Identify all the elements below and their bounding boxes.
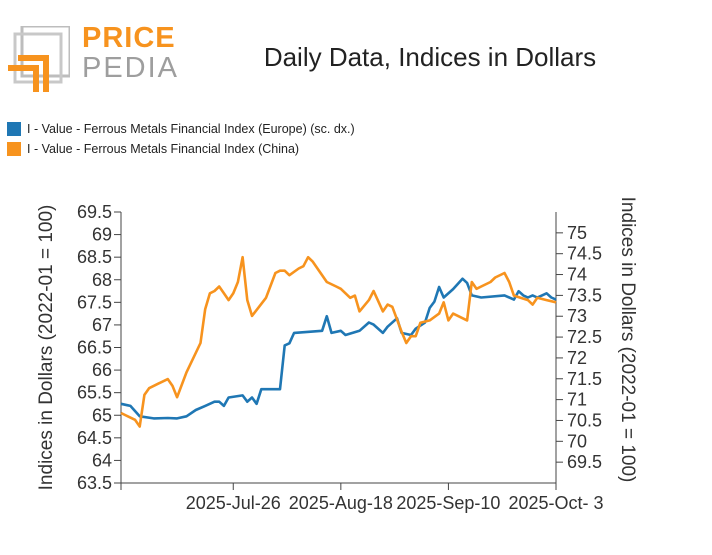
left-y-tick-label: 66 (92, 360, 112, 380)
right-y-axis-title: Indices in Dollars (2022-01 = 100) (617, 197, 638, 483)
logo-text-price: PRICE (82, 22, 176, 54)
left-y-tick-label: 64 (92, 450, 112, 470)
left-y-axis-title: Indices in Dollars (2022-01 = 100) (36, 205, 57, 491)
x-tick-label: 2025-Sep-10 (396, 493, 500, 513)
left-y-tick-label: 65.5 (77, 383, 112, 403)
legend-swatch-europe (7, 122, 21, 136)
right-y-tick-label: 74 (567, 265, 587, 285)
right-y-tick-label: 70 (567, 431, 587, 451)
x-tick-label: 2025-Jul-26 (186, 493, 281, 513)
left-y-tick-label: 67 (92, 315, 112, 335)
legend-item-europe[interactable]: I - Value - Ferrous Metals Financial Ind… (7, 119, 355, 139)
x-tick-label: 2025-Oct- 3 (508, 493, 603, 513)
left-y-tick-label: 63.5 (77, 473, 112, 493)
left-y-tick-label: 68 (92, 270, 112, 290)
left-y-tick-label: 65 (92, 405, 112, 425)
series-line-china (120, 255, 557, 428)
chart-title: Daily Data, Indices in Dollars (263, 42, 597, 72)
right-y-tick-label: 73.5 (567, 285, 602, 305)
pricepedia-logo: PRICE PEDIA (8, 22, 177, 94)
right-y-tick-label: 73 (567, 306, 587, 326)
legend: I - Value - Ferrous Metals Financial Ind… (7, 119, 355, 159)
left-y-tick-label: 66.5 (77, 338, 112, 358)
x-tick-label: 2025-Aug-18 (289, 493, 393, 513)
right-y-tick-label: 70.5 (567, 410, 602, 430)
right-y-tick-label: 75 (567, 223, 587, 243)
legend-swatch-china (7, 142, 21, 156)
right-y-tick-label: 69.5 (567, 452, 602, 472)
left-y-tick-label: 68.5 (77, 247, 112, 267)
right-y-tick-label: 72 (567, 348, 587, 368)
right-y-tick-label: 71 (567, 390, 587, 410)
left-y-tick-label: 64.5 (77, 428, 112, 448)
legend-label-china: I - Value - Ferrous Metals Financial Ind… (27, 142, 300, 156)
logo-text-pedia: PEDIA (82, 52, 180, 84)
right-y-tick-label: 72.5 (567, 327, 602, 347)
right-y-tick-label: 74.5 (567, 244, 602, 264)
right-y-tick-label: 71.5 (567, 369, 602, 389)
left-y-tick-label: 69.5 (77, 202, 112, 222)
legend-item-china[interactable]: I - Value - Ferrous Metals Financial Ind… (7, 139, 355, 159)
left-y-tick-label: 69 (92, 225, 112, 245)
legend-label-europe: I - Value - Ferrous Metals Financial Ind… (27, 122, 355, 136)
left-y-tick-label: 67.5 (77, 292, 112, 312)
series-line-europe (120, 277, 557, 420)
logo-bracket-icon (8, 26, 70, 92)
